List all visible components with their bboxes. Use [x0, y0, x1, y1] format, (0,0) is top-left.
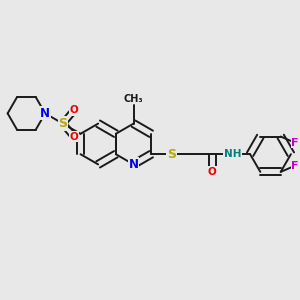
Text: F: F [291, 161, 299, 171]
Text: S: S [167, 148, 176, 161]
Text: O: O [208, 167, 217, 176]
Text: N: N [128, 158, 139, 171]
Text: N: N [40, 107, 50, 120]
Text: NH: NH [224, 149, 242, 159]
Text: S: S [58, 117, 67, 130]
Text: CH₃: CH₃ [124, 94, 143, 104]
Text: O: O [70, 105, 78, 115]
Text: N: N [40, 107, 50, 120]
Text: F: F [291, 138, 299, 148]
Text: O: O [70, 132, 78, 142]
